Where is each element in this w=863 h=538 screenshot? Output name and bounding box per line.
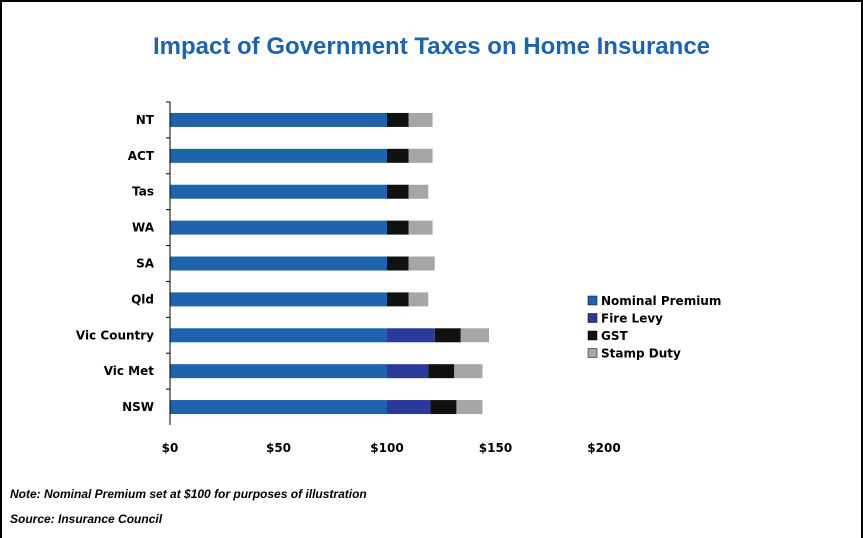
legend-swatch-gst (587, 330, 598, 341)
footnote-source: Source: Insurance Council (10, 512, 163, 526)
bar-stamp-duty-qld (408, 292, 429, 307)
legend-label: Stamp Duty (601, 347, 681, 361)
legend-swatch-nominal-premium (587, 295, 598, 306)
category-label: Vic Met (104, 364, 155, 378)
category-label: Tas (132, 185, 154, 199)
bars-layer (170, 112, 489, 415)
legend-swatch-fire-levy (587, 313, 598, 323)
bar-gst-vic-country (434, 328, 461, 343)
footnote-note: Note: Nominal Premium set at $100 for pu… (10, 487, 367, 501)
bar-stamp-duty-nt (408, 112, 433, 127)
bar-nominal-premium-nt (170, 112, 387, 127)
bar-gst-sa (387, 256, 409, 271)
bar-gst-qld (387, 292, 409, 307)
category-label: Qld (131, 292, 154, 306)
x-tick-label: $150 (479, 441, 512, 455)
x-tick-label: $0 (162, 441, 179, 455)
bar-gst-act (387, 148, 409, 163)
bar-nominal-premium-sa (170, 256, 387, 271)
bar-nominal-premium-vic-met (170, 364, 387, 379)
legend-label: Fire Levy (601, 312, 663, 326)
x-tick-label: $100 (370, 441, 403, 455)
bar-nominal-premium-vic-country (170, 328, 387, 343)
bar-gst-nsw (430, 400, 457, 415)
bar-fire-levy-nsw (387, 400, 431, 415)
chart-title: Impact of Government Taxes on Home Insur… (152, 33, 711, 60)
axis-layer: NT ACT Tas WA SA Qld Vic Country Vic Met NSW $0 $5… (76, 101, 621, 455)
bar-nominal-premium-tas (170, 184, 387, 199)
bar-gst-nt (387, 112, 409, 127)
bar-nominal-premium-qld (170, 292, 387, 307)
bar-stamp-duty-sa (408, 256, 435, 271)
bar-gst-tas (387, 184, 409, 199)
bar-nominal-premium-act (170, 148, 387, 163)
bar-gst-wa (387, 220, 409, 235)
category-label: WA (132, 221, 155, 235)
bar-stamp-duty-vic-country (460, 328, 489, 343)
category-label: Vic Country (76, 328, 154, 342)
bar-nominal-premium-wa (170, 220, 387, 235)
x-tick-label: $50 (266, 441, 291, 455)
bar-nominal-premium-nsw (170, 400, 387, 415)
bar-stamp-duty-act (408, 148, 433, 163)
bar-stamp-duty-tas (408, 184, 429, 199)
x-tick-label: $200 (587, 441, 620, 455)
bar-gst-vic-met (428, 364, 455, 379)
bar-fire-levy-vic-met (387, 364, 429, 379)
category-label: NSW (122, 400, 154, 414)
category-label: NT (136, 113, 155, 127)
bar-stamp-duty-vic-met (454, 364, 483, 379)
bar-stamp-duty-wa (408, 220, 433, 235)
bar-stamp-duty-nsw (456, 400, 483, 415)
bar-fire-levy-vic-country (387, 328, 435, 343)
legend-label: GST (601, 329, 628, 343)
legend-swatch-stamp-duty (587, 348, 598, 358)
category-label: SA (136, 257, 155, 271)
category-label: ACT (128, 149, 155, 163)
legend: Nominal Premium Fire Levy GST Stamp Duty (587, 294, 721, 361)
legend-label: Nominal Premium (601, 294, 721, 308)
